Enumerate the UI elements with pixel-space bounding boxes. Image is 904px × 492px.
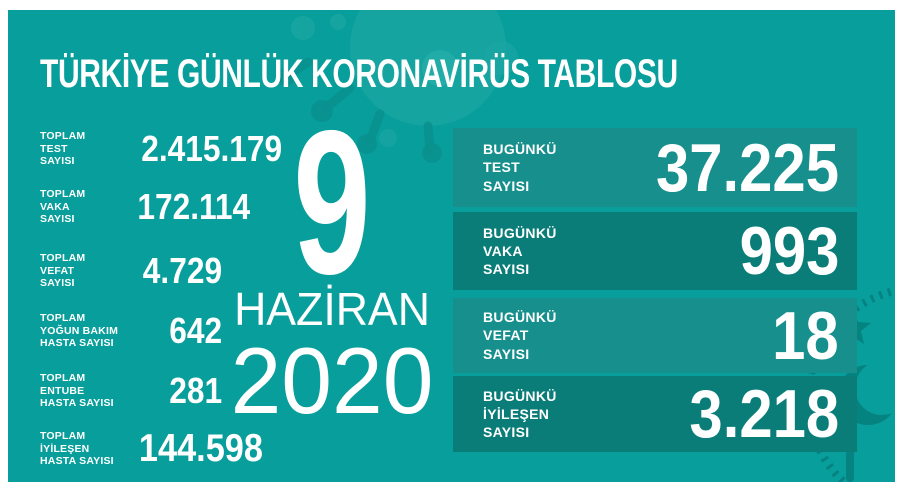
infographic-card: TÜRKİYE GÜNLÜK KORONAVİRÜS TABLOSU TOPLA… bbox=[8, 10, 895, 482]
total-intubated-label: TOPLAM ENTUBE HASTA SAYISI bbox=[40, 371, 114, 410]
daily-death-label: BUGÜNKÜ VEFAT SAYISI bbox=[483, 309, 557, 362]
total-death-value: 4.729 bbox=[142, 250, 222, 291]
daily-case-label: BUGÜNKÜ VAKA SAYISI bbox=[483, 224, 557, 278]
total-recovered-row: TOPLAM İYİLEŞEN HASTA SAYISI 144.598 bbox=[40, 426, 263, 472]
daily-recovered-box: BUGÜNKÜ İYİLEŞEN SAYISI 3.218 bbox=[453, 376, 857, 452]
daily-test-label: BUGÜNKÜ TEST SAYISI bbox=[483, 141, 557, 194]
daily-death-value: 18 bbox=[772, 297, 839, 374]
date-year: 2020 bbox=[230, 328, 434, 433]
total-case-label: TOPLAM VAKA SAYISI bbox=[40, 187, 86, 226]
date-month: HAZİRAN bbox=[234, 283, 430, 335]
page-title: TÜRKİYE GÜNLÜK KORONAVİRÜS TABLOSU bbox=[40, 52, 678, 96]
total-intubated-value: 281 bbox=[169, 370, 222, 411]
total-test-value: 2.415.179 bbox=[141, 128, 283, 169]
total-test-row: TOPLAM TEST SAYISI 2.415.179 bbox=[40, 128, 282, 170]
total-icu-row: TOPLAM YOĞUN BAKIM HASTA SAYISI 642 bbox=[40, 310, 222, 352]
daily-recovered-value: 3.218 bbox=[689, 376, 839, 452]
total-case-value: 172.114 bbox=[137, 186, 251, 227]
total-intubated-row: TOPLAM ENTUBE HASTA SAYISI 281 bbox=[40, 370, 222, 412]
daily-case-box: BUGÜNKÜ VAKA SAYISI 993 bbox=[453, 212, 857, 290]
total-icu-label: TOPLAM YOĞUN BAKIM HASTA SAYISI bbox=[40, 311, 119, 350]
total-recovered-value: 144.598 bbox=[138, 427, 263, 470]
daily-test-box: BUGÜNKÜ TEST SAYISI 37.225 bbox=[453, 128, 857, 207]
daily-test-value: 37.225 bbox=[655, 129, 839, 206]
daily-case-value: 993 bbox=[739, 213, 839, 289]
total-case-row: TOPLAM VAKA SAYISI 172.114 bbox=[40, 186, 250, 228]
total-death-row: TOPLAM VEFAT SAYISI 4.729 bbox=[40, 250, 222, 292]
daily-recovered-label: BUGÜNKÜ İYİLEŞEN SAYISI bbox=[483, 387, 557, 441]
daily-death-box: BUGÜNKÜ VEFAT SAYISI 18 bbox=[453, 297, 857, 374]
total-test-label: TOPLAM TEST SAYISI bbox=[40, 129, 86, 168]
date-day: 9 bbox=[293, 88, 371, 317]
total-death-label: TOPLAM VEFAT SAYISI bbox=[40, 251, 86, 290]
total-recovered-label: TOPLAM İYİLEŞEN HASTA SAYISI bbox=[40, 429, 114, 468]
total-icu-value: 642 bbox=[169, 310, 222, 351]
